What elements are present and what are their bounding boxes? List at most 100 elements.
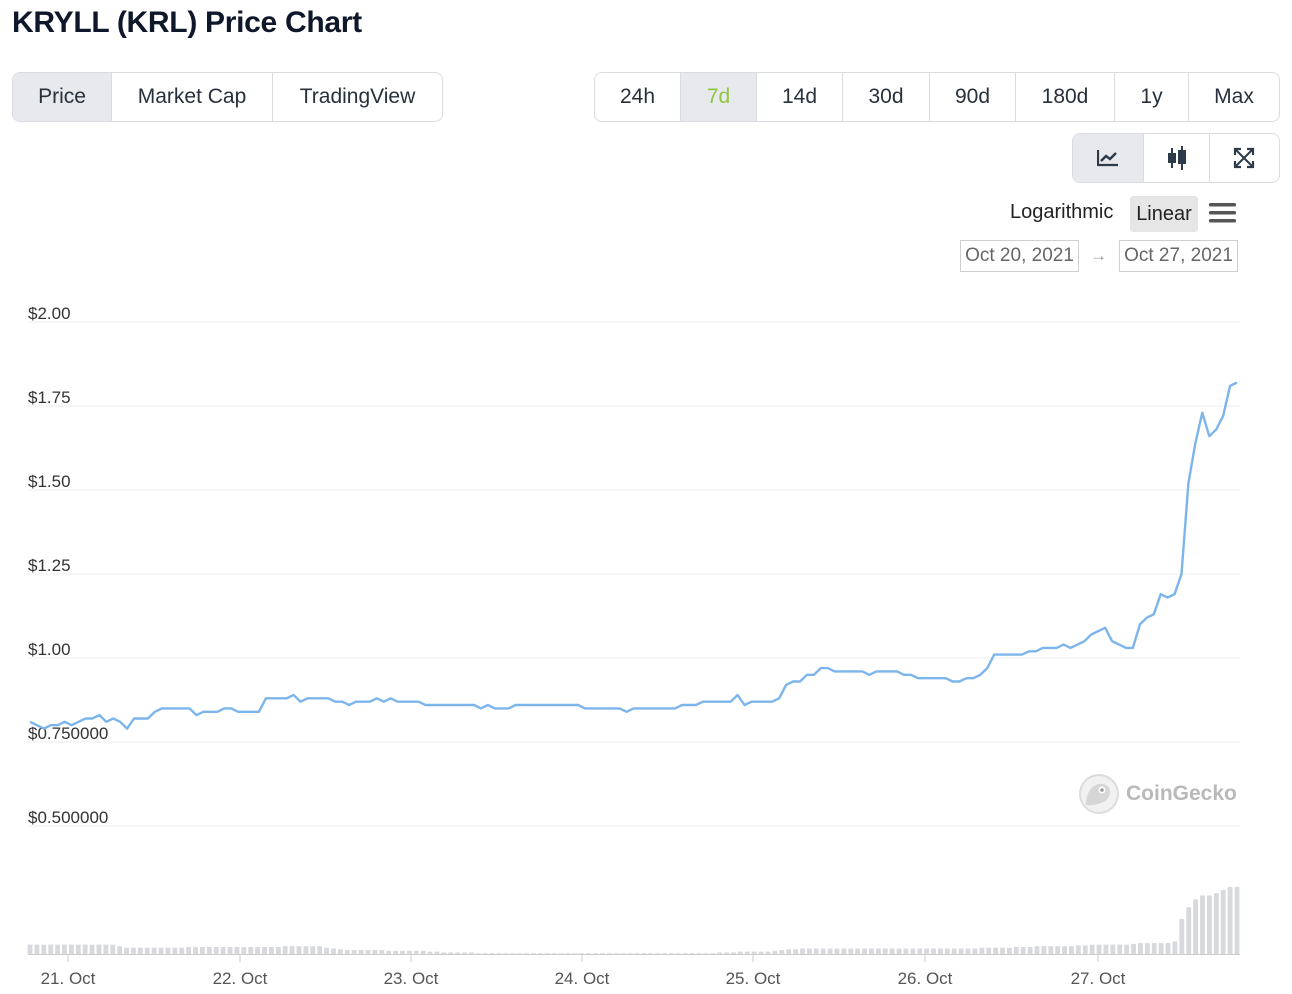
volume-bar [896, 948, 902, 954]
volume-bar [669, 953, 674, 954]
volume-bar [648, 953, 654, 954]
price-chart[interactable]: $2.00 $1.75 $1.50 $1.25 $1.00 $0.750000 $0.500… [0, 290, 1292, 994]
volume-bar [234, 946, 240, 954]
line-chart-icon [1097, 150, 1119, 167]
volume-bar [579, 953, 585, 954]
y-axis-labels: $2.00 $1.75 $1.50 $1.25 $1.00 $0.750000 $0.500… [28, 304, 108, 827]
volume-bar [703, 953, 709, 954]
volume-bar [965, 948, 971, 954]
volume-bar [75, 944, 81, 954]
watermark-text: CoinGecko [1126, 782, 1237, 805]
volume-bar [531, 953, 536, 954]
y-tick-label: $1.75 [28, 388, 71, 407]
menu-icon[interactable] [1209, 202, 1237, 226]
volume-bar [1193, 899, 1199, 954]
volume-bar [275, 946, 281, 954]
volume-bar [958, 948, 964, 954]
candlestick-button[interactable] [1144, 134, 1210, 182]
y-tick-label: $2.00 [28, 304, 71, 323]
volume-bar [200, 946, 205, 954]
range-30d-button[interactable]: 30d [843, 73, 930, 121]
volume-bar [779, 950, 785, 954]
volume-bar [413, 950, 419, 954]
volume-bar [993, 947, 999, 954]
volume-bar [1124, 944, 1130, 954]
range-24h-button[interactable]: 24h [595, 73, 681, 121]
volume-bar [34, 944, 40, 954]
price-line [29, 381, 1238, 730]
line-chart-button[interactable] [1073, 134, 1145, 182]
tab-tradingview[interactable]: TradingView [299, 85, 416, 108]
volume-bar [220, 946, 226, 954]
volume-bar [158, 947, 164, 954]
x-tick-label: 23. Oct [384, 969, 439, 988]
tab-market-cap[interactable]: Market Cap [112, 73, 273, 121]
volume-bar [869, 948, 874, 954]
volume-bar [855, 948, 861, 954]
range-180d-button[interactable]: 180d [1016, 73, 1115, 121]
volume-bar [924, 948, 930, 954]
y-tick-label: $1.50 [28, 472, 71, 491]
range-7d-button[interactable]: 7d [681, 73, 757, 121]
x-tick-label: 27. Oct [1071, 969, 1126, 988]
volume-bar [144, 947, 150, 954]
x-tick-label: 24. Oct [555, 969, 610, 988]
fullscreen-button[interactable] [1210, 134, 1279, 182]
volume-bar [310, 946, 316, 954]
volume-bar [1234, 886, 1240, 954]
x-axis: 21. Oct 22. Oct 23. Oct 24. Oct 25. Oct 26. O… [28, 954, 1240, 988]
date-to-input[interactable]: Oct 27, 2021 [1119, 240, 1238, 272]
volume-bar [786, 949, 792, 954]
volume-bar [758, 951, 764, 954]
volume-bar [717, 952, 723, 954]
volume-bar [241, 946, 247, 954]
volume-bar [55, 944, 60, 954]
y-tick-label: $0.750000 [28, 724, 108, 743]
logarithmic-scale-button[interactable]: Logarithmic [1010, 201, 1114, 223]
volume-bar [96, 944, 102, 954]
range-max-button[interactable]: Max [1214, 85, 1254, 108]
tab-price[interactable]: Price [13, 73, 112, 121]
volume-bar [565, 953, 571, 954]
volume-bar [606, 953, 612, 954]
volume-bar [151, 947, 157, 954]
x-tick-label: 25. Oct [726, 969, 781, 988]
date-from-input[interactable]: Oct 20, 2021 [960, 240, 1079, 272]
volume-bar [1186, 907, 1192, 954]
volume-bar [1158, 943, 1164, 954]
volume-bar [572, 953, 578, 954]
volume-bar [875, 948, 881, 954]
volume-bar [613, 953, 619, 954]
coingecko-watermark: CoinGecko [1078, 773, 1237, 815]
linear-scale-button[interactable]: Linear [1130, 196, 1198, 232]
volume-bar [344, 950, 350, 954]
volume-bar [751, 951, 757, 954]
range-1y-button[interactable]: 1y [1115, 73, 1189, 121]
volume-bar [434, 951, 440, 954]
volume-bar [910, 948, 916, 954]
volume-bar [1117, 944, 1123, 954]
volume-bar [48, 944, 54, 954]
volume-bar [744, 951, 750, 954]
volume-bar [800, 948, 805, 954]
volume-bar [1089, 944, 1095, 954]
volume-bar [379, 950, 385, 954]
volume-bar [179, 947, 185, 954]
range-14d-button[interactable]: 14d [757, 73, 843, 121]
volume-bar [117, 946, 123, 954]
volume-bar [1110, 944, 1116, 954]
volume-bar [1082, 945, 1088, 954]
range-90d-button[interactable]: 90d [930, 73, 1016, 121]
volume-bar [1000, 947, 1005, 954]
volume-bar [1138, 943, 1143, 954]
volume-bar [862, 948, 867, 954]
volume-bar [303, 946, 309, 954]
volume-bar [986, 947, 992, 954]
volume-bar [737, 951, 743, 954]
volume-bar [731, 952, 736, 954]
volume-bar [951, 948, 957, 954]
volume-bar [848, 948, 854, 954]
volume-bar [675, 953, 681, 954]
y-tick-label: $0.500000 [28, 808, 108, 827]
volume-bar [441, 952, 447, 954]
